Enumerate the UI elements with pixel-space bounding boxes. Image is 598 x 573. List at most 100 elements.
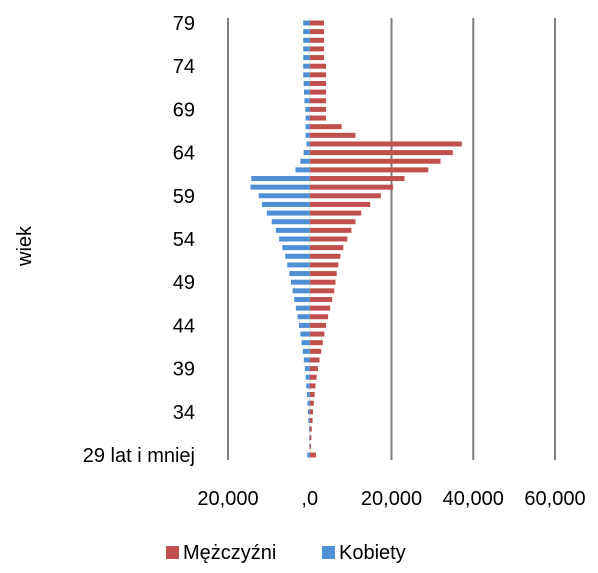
bar-women-33 <box>308 417 310 423</box>
bar-men-48 <box>309 288 335 294</box>
bar-women-55 <box>275 227 310 233</box>
bar-men-41 <box>309 348 322 354</box>
bar-women-72 <box>303 80 310 86</box>
gridlines <box>227 18 556 460</box>
y-tick-label: 44 <box>173 315 195 337</box>
bar-men-44 <box>309 322 327 328</box>
bar-women-40 <box>303 357 310 363</box>
bar-men-75 <box>309 55 325 61</box>
y-tick-label: 49 <box>173 272 195 294</box>
y-tick-labels: 29 lat i mniej 34 39 44 49 54 59 64 69 74 79 <box>83 13 195 467</box>
bar-men-33 <box>309 417 313 423</box>
bar-women-70 <box>304 98 310 104</box>
bar-women-67 <box>305 124 310 130</box>
bar-women-60 <box>250 184 310 190</box>
bar-women-46 <box>295 305 310 311</box>
bar-men-54 <box>309 236 348 242</box>
x-tick-label: ,0 <box>301 488 318 510</box>
x-tick-label: 60,000 <box>524 488 585 510</box>
bar-men-79 <box>309 20 325 26</box>
bar-women-53 <box>282 245 310 251</box>
bar-women-75 <box>303 55 310 61</box>
bar-men-62 <box>309 167 429 173</box>
bar-women-61 <box>251 176 310 182</box>
bar-women-44 <box>298 322 310 328</box>
bar-women-71 <box>304 89 310 95</box>
x-tick-label: 40,000 <box>443 488 504 510</box>
bar-women-69 <box>305 106 310 112</box>
bar-women-63 <box>300 158 310 164</box>
bar-women-77 <box>303 37 310 43</box>
bars <box>250 20 462 458</box>
bar-women-54 <box>279 236 310 242</box>
bar-women-64 <box>303 150 310 156</box>
bar-men-32 <box>309 426 312 432</box>
legend-label-men: Mężczyźni <box>183 542 276 564</box>
legend-swatch-women <box>322 546 335 559</box>
bar-men-57 <box>309 210 362 216</box>
bar-men-45 <box>309 314 329 320</box>
bar-women-45 <box>297 314 310 320</box>
bar-men-39 <box>309 366 318 372</box>
bar-men-52 <box>309 253 341 259</box>
bar-men-64 <box>309 150 453 156</box>
bar-men-63 <box>309 158 441 164</box>
bar-women-79 <box>303 20 310 26</box>
bar-women-56 <box>271 219 310 225</box>
bar-women-43 <box>300 331 310 337</box>
bar-men-36 <box>309 392 315 398</box>
y-tick-label: 59 <box>173 186 195 208</box>
bar-women-39 <box>304 366 310 372</box>
y-axis-label: wiek <box>14 225 36 267</box>
y-tick-label: 69 <box>173 99 195 121</box>
bar-men-59 <box>309 193 381 199</box>
x-tick-labels: 20,000 ,0 20,000 40,000 60,000 <box>197 488 585 510</box>
bar-women-49 <box>290 279 310 285</box>
x-tick-label: 20,000 <box>197 488 258 510</box>
legend: Mężczyźni Kobiety <box>166 542 406 564</box>
bar-women-42 <box>301 340 310 346</box>
bar-men-72 <box>309 80 327 86</box>
bar-men-30 <box>309 443 311 449</box>
bar-men-67 <box>309 124 342 130</box>
bar-women-66 <box>305 132 310 138</box>
bar-men-34 <box>309 409 314 415</box>
y-tick-label: 64 <box>173 143 195 165</box>
bar-women-38 <box>305 374 310 380</box>
bar-women-58 <box>261 201 310 207</box>
x-tick-label: 20,000 <box>361 488 422 510</box>
y-tick-label: 39 <box>173 359 195 381</box>
bar-men-66 <box>309 132 356 138</box>
bar-women-32 <box>308 426 310 432</box>
bar-men-56 <box>309 219 356 225</box>
bar-women-51 <box>287 262 310 268</box>
bar-women-30 <box>309 443 310 449</box>
bar-men-38 <box>309 374 317 380</box>
bar-men-29-lat-i-mniej <box>309 452 316 458</box>
bar-women-50 <box>289 271 310 277</box>
bar-men-47 <box>309 296 333 302</box>
bar-women-65 <box>306 141 310 147</box>
legend-label-women: Kobiety <box>339 542 406 564</box>
bar-women-48 <box>292 288 310 294</box>
bar-men-73 <box>309 72 327 78</box>
bar-men-51 <box>309 262 339 268</box>
legend-swatch-men <box>166 546 179 559</box>
bar-women-41 <box>302 348 310 354</box>
bar-women-74 <box>303 63 310 69</box>
bar-women-68 <box>305 115 310 121</box>
bar-men-31 <box>309 435 312 441</box>
y-tick-label: 74 <box>173 56 195 78</box>
bar-women-37 <box>306 383 310 389</box>
bar-men-43 <box>309 331 325 337</box>
bar-men-46 <box>309 305 331 311</box>
bar-women-52 <box>285 253 310 259</box>
bar-men-61 <box>309 176 405 182</box>
bar-men-60 <box>309 184 394 190</box>
bar-women-57 <box>266 210 310 216</box>
bar-women-31 <box>309 435 310 441</box>
bar-women-34 <box>307 409 310 415</box>
bar-men-35 <box>309 400 314 406</box>
bar-men-42 <box>309 340 323 346</box>
